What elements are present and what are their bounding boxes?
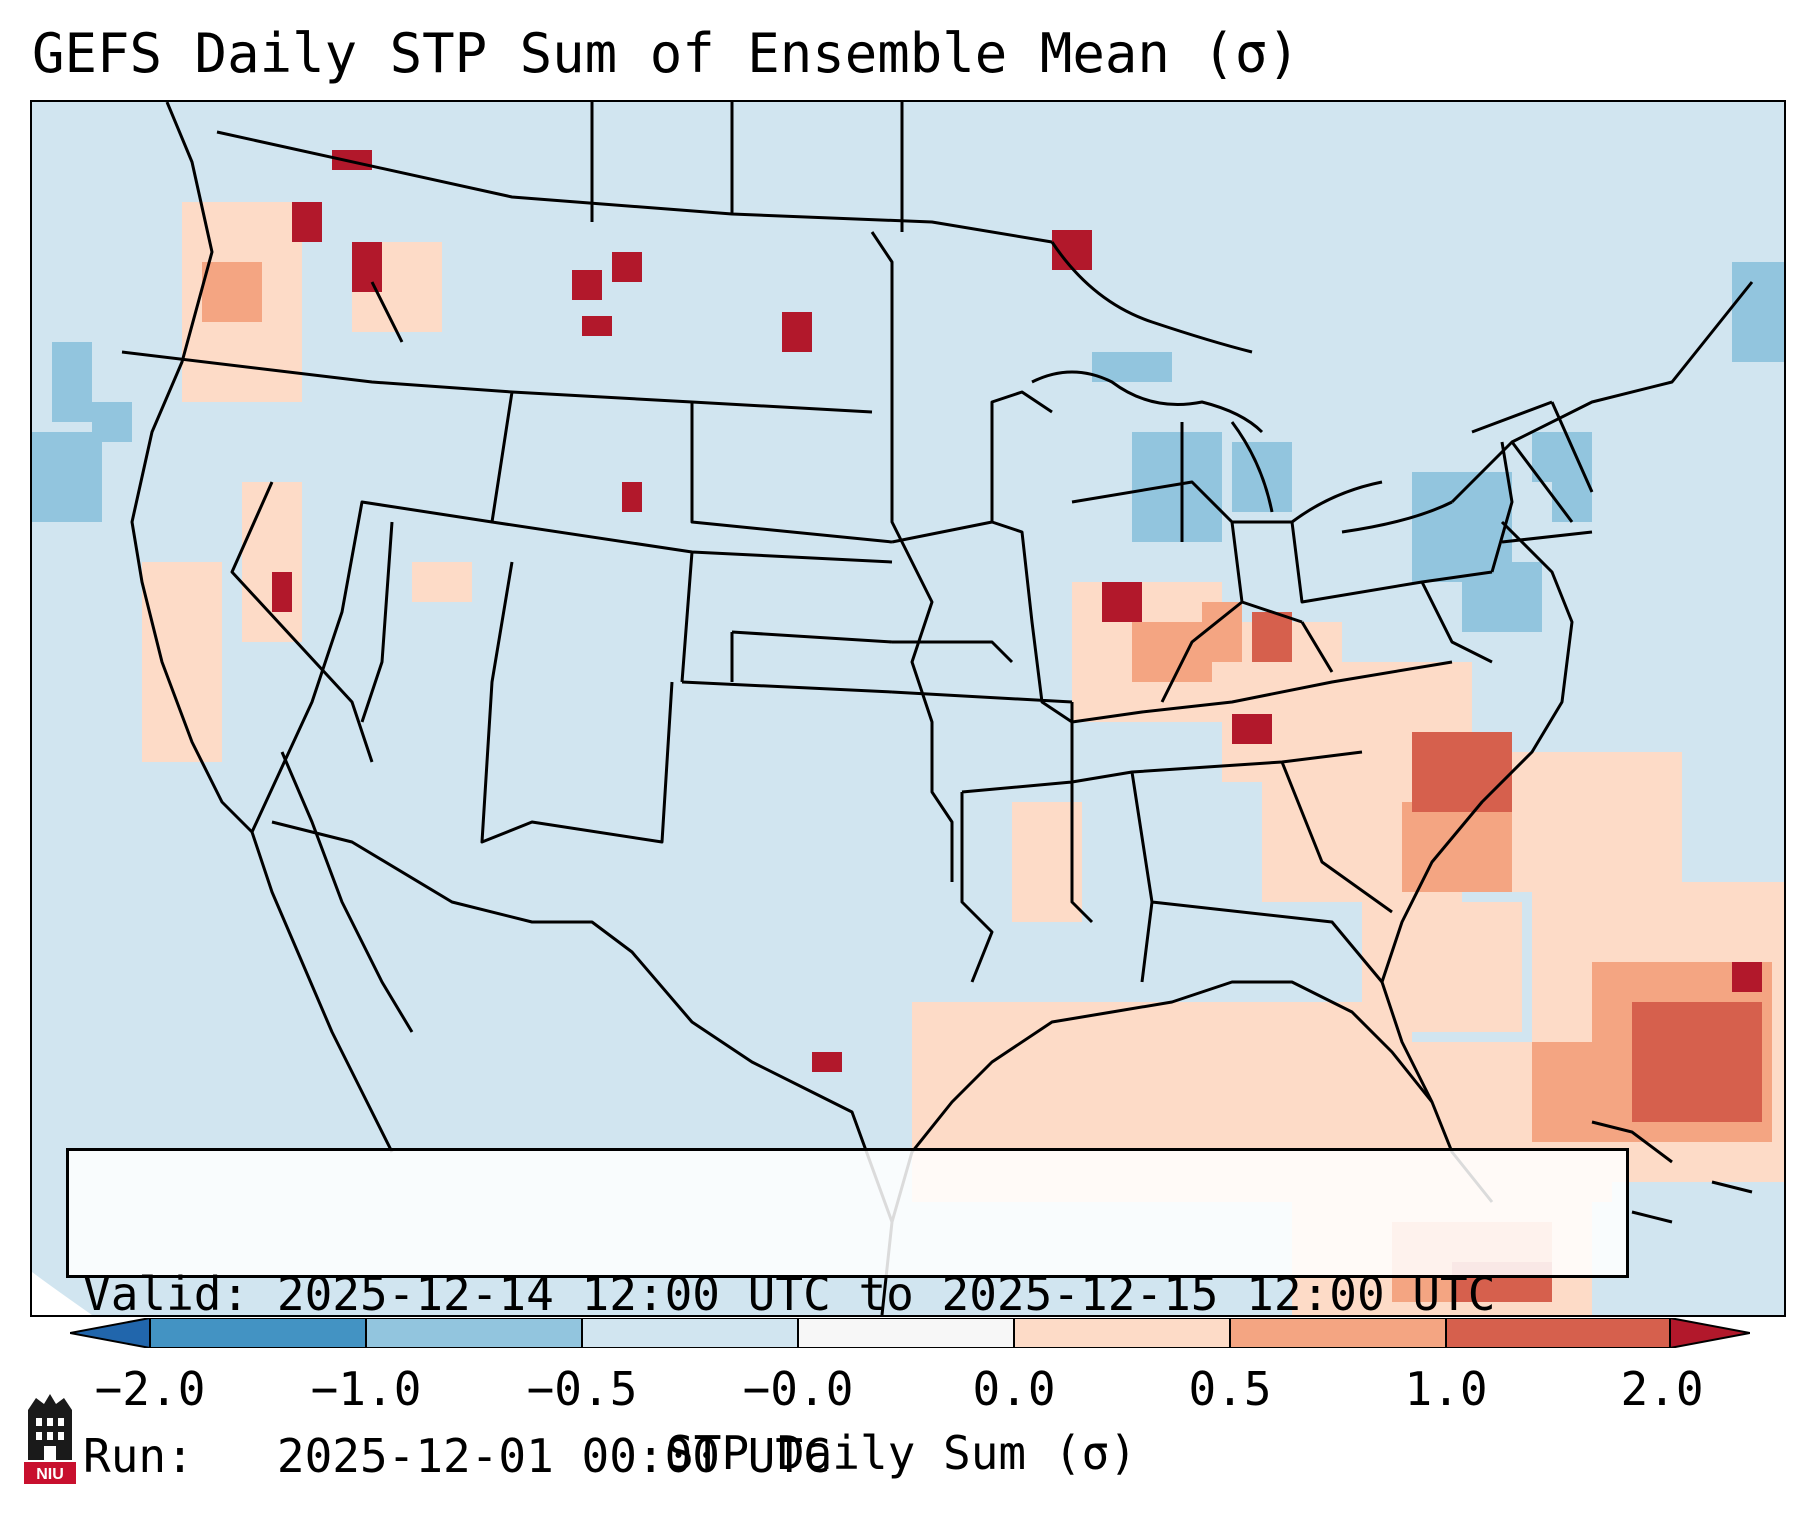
run-label: Run: <box>83 1429 194 1483</box>
islands-layer <box>1591 1120 1753 1224</box>
colorbar-label: STP Daily Sum (σ) <box>666 1426 1137 1480</box>
negative-anomaly-layer <box>32 262 1784 632</box>
colorbar-tick-label: −1.0 <box>310 1362 422 1416</box>
map-canvas <box>32 102 1784 1315</box>
extreme-cell <box>352 242 382 292</box>
run-value: 2025-12-01 00:00 UTC <box>276 1429 831 1483</box>
positive-strong-layer <box>1252 612 1762 1302</box>
carolinas-strong-patch <box>1412 732 1512 812</box>
logo-text: NIU <box>36 1466 64 1483</box>
positive-extreme-layer <box>272 150 1762 1072</box>
colorbar-bin <box>1446 1318 1670 1348</box>
colorbar-bin <box>582 1318 798 1348</box>
projection-edge <box>32 1272 92 1315</box>
colorbar-bin <box>1230 1318 1446 1348</box>
colorbar-tick-label: −2.0 <box>94 1362 206 1416</box>
run-row: Run: 2025-12-01 00:00 UTC <box>83 1429 1612 1483</box>
colorbar-bin <box>366 1318 582 1348</box>
valid-run-infobox: Valid: 2025-12-14 12:00 UTC to 2025-12-1… <box>66 1148 1629 1483</box>
valid-label: Valid: <box>83 1267 250 1321</box>
valid-row: Valid: 2025-12-14 12:00 UTC to 2025-12-1… <box>83 1267 1612 1321</box>
pacific-negative-patch <box>32 432 102 522</box>
chart-title: GEFS Daily STP Sum of Ensemble Mean (σ) <box>32 22 1300 85</box>
colorbar-tick-label: 0.0 <box>972 1362 1056 1416</box>
colorbar-bin <box>1014 1318 1230 1348</box>
colorbar-tick-label: 1.0 <box>1404 1362 1488 1416</box>
colorbar-tick-label: −0.0 <box>742 1362 854 1416</box>
colorbar-tick-label: −0.5 <box>526 1362 638 1416</box>
colorbar-tick-label: 2.0 <box>1620 1362 1704 1416</box>
colorbar-extend-low <box>70 1318 150 1348</box>
valid-value: 2025-12-14 12:00 UTC to 2025-12-15 12:00… <box>276 1267 1496 1321</box>
map-panel <box>30 100 1786 1317</box>
colorbar-bin <box>798 1318 1014 1348</box>
colorbar-tick-label: 0.5 <box>1188 1362 1272 1416</box>
west-coastline <box>130 102 394 1153</box>
colorbar-bin <box>150 1318 366 1348</box>
university-logo-icon: NIU <box>24 1394 76 1484</box>
colorbar-extend-high <box>1670 1318 1750 1348</box>
colorbar <box>70 1318 1750 1348</box>
